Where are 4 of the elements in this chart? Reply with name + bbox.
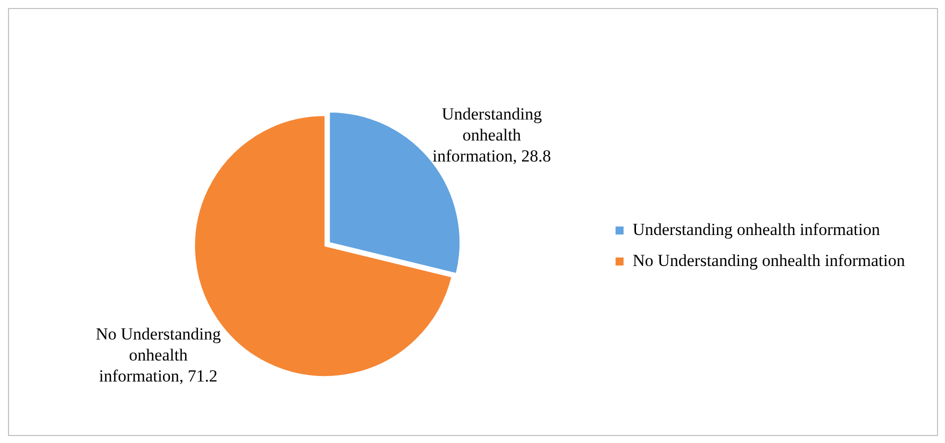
data-label: Understanding onhealth information, 28.8	[432, 104, 552, 166]
legend-label: Understanding onhealth information	[632, 220, 880, 239]
legend-label: No Understanding onhealth information	[632, 250, 906, 270]
data-label: No Understanding onhealth information, 71.2	[96, 324, 222, 386]
